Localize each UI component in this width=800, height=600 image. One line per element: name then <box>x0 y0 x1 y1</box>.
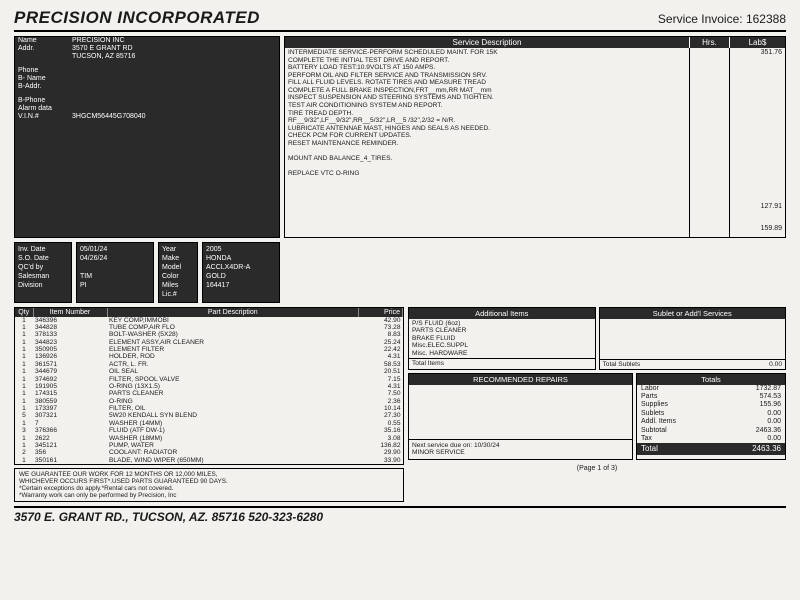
table-row: 1380559O-RING2.36 <box>15 398 403 405</box>
table-row: 1350161BLADE, WIND WIPER (650MM)33.90 <box>15 457 403 464</box>
guarantee-box: WE GUARANTEE OUR WORK FOR 12 MONTHS OR 1… <box>14 468 404 502</box>
svc-line: COMPLETE THE INITIAL TEST DRIVE AND REPO… <box>288 57 686 65</box>
svc-line: INTERMEDIATE SERVICE-PERFORM SCHEDULED M… <box>288 49 686 57</box>
table-row: 3376366FLUID (ATF DW-1)35.16 <box>15 427 403 434</box>
meta-row: Inv. Date S.O. Date QC'd by Salesman Div… <box>14 242 280 303</box>
page-number: (Page 1 of 3) <box>408 465 786 472</box>
table-row: 1191905O-RING (13X1.5)4.31 <box>15 383 403 390</box>
svc-hrs-col <box>689 48 729 237</box>
table-row: 1136926HOLDER, ROD4.31 <box>15 353 403 360</box>
table-row: 1174315PARTS CLEANER7.50 <box>15 390 403 397</box>
svc-lab-hdr: Lab$ <box>729 37 785 48</box>
table-row: 1374692FILTER, SPOOL VALVE7.15 <box>15 376 403 383</box>
table-row: 17WASHER (14MM)0.55 <box>15 420 403 427</box>
table-row: 1350905ELEMENT FILTER22.42 <box>15 346 403 353</box>
table-row: 1173397FILTER, OIL10.14 <box>15 405 403 412</box>
svc-lab-col: 351.76127.91159.89 <box>729 48 785 237</box>
svc-line: TEST AIR CONDITIONING SYSTEM AND REPORT. <box>288 102 686 110</box>
totals-box: Totals Labor1732.87Parts574.53Supplies15… <box>636 373 786 461</box>
header: PRECISION INCORPORATED Service Invoice: … <box>14 8 786 32</box>
sublet-services: Sublet or Add'l Services Total Sublets0.… <box>599 307 787 370</box>
invoice-number: Service Invoice: 162388 <box>658 12 786 26</box>
customer-box: NamePRECISION INC Addr.3570 E GRANT RD T… <box>14 36 280 238</box>
svc-line: LUBRICATE ANTENNAE MAST, HINGES AND SEAL… <box>288 125 686 133</box>
table-row: 1344823ELEMENT ASSY,AIR CLEANER25.24 <box>15 339 403 346</box>
invoice-page: PRECISION INCORPORATED Service Invoice: … <box>0 0 800 600</box>
svc-line: MOUNT AND BALANCE_4_TIRES. <box>288 155 686 163</box>
svc-line: INSPECT SUSPENSION AND STEERING SYSTEMS … <box>288 94 686 102</box>
svc-hrs-hdr: Hrs. <box>689 37 729 48</box>
table-row: 1378133BOLT-WASHER (5X28)8.83 <box>15 331 403 338</box>
svc-lines: INTERMEDIATE SERVICE-PERFORM SCHEDULED M… <box>285 48 689 237</box>
svc-line <box>288 163 686 171</box>
table-row: 12622WASHER (18MM)3.08 <box>15 435 403 442</box>
recommended-repairs: RECOMMENDED REPAIRS Next service due on:… <box>408 373 633 461</box>
svc-desc-hdr: Service Description <box>285 37 689 48</box>
svc-line: COMPLETE A FULL BRAKE INSPECTION,FRT__mm… <box>288 87 686 95</box>
svc-line: TIRE TREAD DEPTH. <box>288 110 686 118</box>
parts-col: Qty Item Number Part Description Price 1… <box>14 307 404 503</box>
table-row: 53073215W20 KENDALL SYN BLEND27.30 <box>15 412 403 419</box>
svc-line: PERFORM OIL AND FILTER SERVICE AND TRANS… <box>288 72 686 80</box>
table-row: 1361571ACTR, L. FR.58.53 <box>15 361 403 368</box>
svc-line: CHECK PCM FOR CURRENT UPDATES. <box>288 132 686 140</box>
parts-table: Qty Item Number Part Description Price 1… <box>14 307 404 466</box>
svc-line: REPLACE VTC O-RING <box>288 170 686 178</box>
additional-items: Additional Items P/S FLUID (6oz)PARTS CL… <box>408 307 596 370</box>
footer-address: 3570 E. GRANT RD., TUCSON, AZ. 85716 520… <box>14 506 786 524</box>
table-row: 1345121PUMP, WATER136.82 <box>15 442 403 449</box>
svc-line <box>288 148 686 156</box>
table-row: 1344679OIL SEAL20.51 <box>15 368 403 375</box>
company-name: PRECISION INCORPORATED <box>14 8 260 28</box>
table-row: 2356COOLANT: RADIATOR29.90 <box>15 449 403 456</box>
svc-line: FILL ALL FLUID LEVELS. ROTATE TIRES AND … <box>288 79 686 87</box>
svc-line: RF__9/32",LF__9/32",RR__5/32",LR__5 /32"… <box>288 117 686 125</box>
svc-line: BATTERY LOAD TEST:10.9VOLTS AT 150 AMPS. <box>288 64 686 72</box>
service-box: Service Description Hrs. Lab$ INTERMEDIA… <box>284 36 786 238</box>
svc-line: RESET MAINTENANCE REMINDER. <box>288 140 686 148</box>
table-row: 1344828TUBE COMP,AIR FLO73.28 <box>15 324 403 331</box>
table-row: 1346396KEY COMP,IMMOBI42.90 <box>15 317 403 324</box>
